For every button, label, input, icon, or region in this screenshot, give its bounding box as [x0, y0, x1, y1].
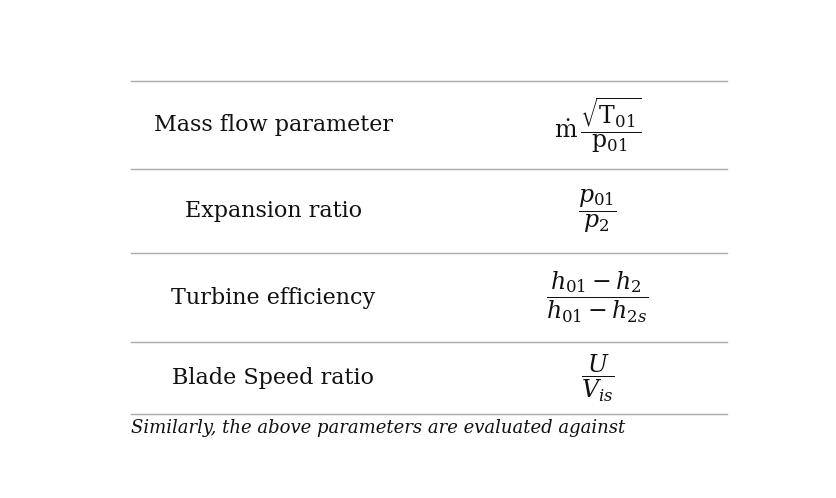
Text: Mass flow parameter: Mass flow parameter — [154, 114, 392, 136]
Text: Blade Speed ratio: Blade Speed ratio — [172, 367, 374, 389]
Text: $\dot{\mathrm{m}}\,\dfrac{\sqrt{\mathrm{T}_{01}}}{\mathrm{p}_{01}}$: $\dot{\mathrm{m}}\,\dfrac{\sqrt{\mathrm{… — [553, 95, 640, 155]
Text: Similarly, the above parameters are evaluated against: Similarly, the above parameters are eval… — [130, 419, 624, 437]
Text: $\dfrac{p_{01}}{p_2}$: $\dfrac{p_{01}}{p_2}$ — [578, 188, 616, 235]
Text: Expansion ratio: Expansion ratio — [185, 200, 361, 222]
Text: Turbine efficiency: Turbine efficiency — [171, 286, 375, 308]
Text: $\dfrac{U}{V_{is}}$: $\dfrac{U}{V_{is}}$ — [580, 353, 614, 404]
Text: $\dfrac{h_{01} - h_2}{h_{01} - h_{2s}}$: $\dfrac{h_{01} - h_2}{h_{01} - h_{2s}}$ — [546, 270, 648, 325]
